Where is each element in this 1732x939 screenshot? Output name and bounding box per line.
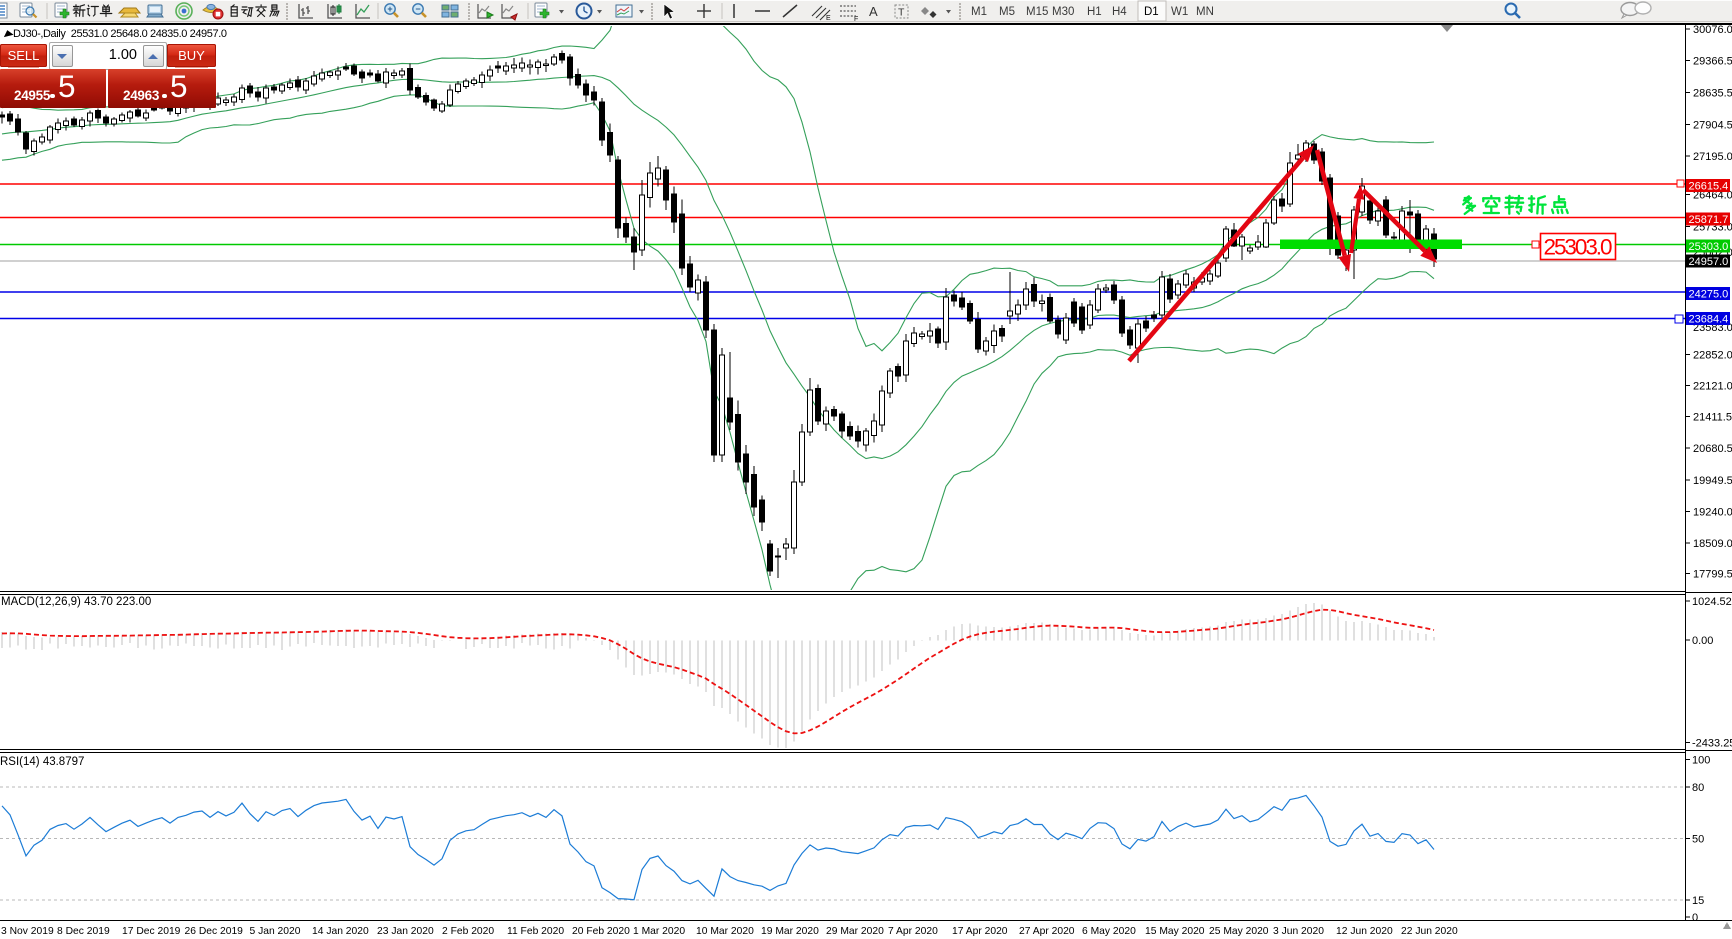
svg-text:W1: W1 xyxy=(1171,6,1188,18)
svg-text:23684.4: 23684.4 xyxy=(1689,314,1729,326)
svg-text:25 May 2020: 25 May 2020 xyxy=(1209,926,1269,937)
svg-text:MN: MN xyxy=(1196,6,1214,18)
svg-text:+: + xyxy=(387,4,392,14)
svg-text:25871.7: 25871.7 xyxy=(1689,214,1729,226)
svg-text:18509.0: 18509.0 xyxy=(1693,538,1732,550)
svg-text:26615.4: 26615.4 xyxy=(1689,181,1729,193)
svg-text:6 May 2020: 6 May 2020 xyxy=(1082,926,1136,937)
svg-text:H4: H4 xyxy=(1112,6,1127,18)
svg-text:29 Mar 2020: 29 Mar 2020 xyxy=(826,926,884,937)
svg-text:28635.5: 28635.5 xyxy=(1693,88,1732,100)
svg-text:8 Dec 2019: 8 Dec 2019 xyxy=(57,926,110,937)
svg-text:T: T xyxy=(898,7,905,19)
svg-text:11 Feb 2020: 11 Feb 2020 xyxy=(507,926,564,937)
svg-text:24275.0: 24275.0 xyxy=(1689,289,1729,301)
svg-text:25303.0: 25303.0 xyxy=(1689,241,1729,253)
svg-text:14 Jan 2020: 14 Jan 2020 xyxy=(312,926,369,937)
svg-text:0: 0 xyxy=(1692,912,1698,924)
svg-text:27904.5: 27904.5 xyxy=(1693,120,1732,132)
svg-text:12 Jun 2020: 12 Jun 2020 xyxy=(1336,926,1393,937)
svg-text:17 Apr 2020: 17 Apr 2020 xyxy=(952,926,1008,937)
svg-text:M30: M30 xyxy=(1052,6,1074,18)
svg-text:21411.5: 21411.5 xyxy=(1693,412,1732,424)
svg-text:26464.0: 26464.0 xyxy=(1693,190,1732,202)
svg-text:5 Jan 2020: 5 Jan 2020 xyxy=(250,926,301,937)
svg-text:M15: M15 xyxy=(1026,6,1048,18)
svg-text:M5: M5 xyxy=(999,6,1015,18)
svg-text:3 Nov 2019: 3 Nov 2019 xyxy=(1,926,54,937)
svg-text:17 Dec 2019: 17 Dec 2019 xyxy=(122,926,181,937)
svg-text:1 Mar 2020: 1 Mar 2020 xyxy=(633,926,685,937)
svg-text:50: 50 xyxy=(1692,834,1704,846)
svg-text:20 Feb 2020: 20 Feb 2020 xyxy=(572,926,630,937)
svg-text:22852.0: 22852.0 xyxy=(1693,350,1732,362)
svg-text:26 Dec 2019: 26 Dec 2019 xyxy=(185,926,244,937)
svg-text:19240.0: 19240.0 xyxy=(1693,507,1732,519)
svg-text:H1: H1 xyxy=(1087,6,1102,18)
svg-text:15: 15 xyxy=(1692,895,1704,907)
svg-text:−: − xyxy=(415,4,420,14)
svg-text:15 May 2020: 15 May 2020 xyxy=(1145,926,1205,937)
svg-text:0.00: 0.00 xyxy=(1692,635,1713,647)
svg-text:D1: D1 xyxy=(1144,6,1159,18)
svg-text:22121.0: 22121.0 xyxy=(1693,381,1732,393)
svg-text:1024.52: 1024.52 xyxy=(1692,596,1732,608)
svg-text:2 Feb 2020: 2 Feb 2020 xyxy=(442,926,494,937)
svg-text:27 Apr 2020: 27 Apr 2020 xyxy=(1019,926,1075,937)
svg-text:F: F xyxy=(854,16,858,23)
svg-text:17799.5: 17799.5 xyxy=(1693,569,1732,581)
svg-text:M1: M1 xyxy=(971,6,987,18)
svg-text:25303.0: 25303.0 xyxy=(1544,235,1613,260)
svg-text:10 Mar 2020: 10 Mar 2020 xyxy=(696,926,754,937)
svg-text:20680.5: 20680.5 xyxy=(1693,443,1732,455)
svg-text:24957.0: 24957.0 xyxy=(1689,256,1729,268)
svg-text:30076.0: 30076.0 xyxy=(1693,24,1732,36)
svg-text:19949.5: 19949.5 xyxy=(1693,475,1732,487)
svg-text:80: 80 xyxy=(1692,782,1704,794)
svg-text:22 Jun 2020: 22 Jun 2020 xyxy=(1401,926,1458,937)
svg-text:29366.5: 29366.5 xyxy=(1693,56,1732,68)
svg-text:RSI(14) 43.8797: RSI(14) 43.8797 xyxy=(0,756,84,768)
svg-text:7 Apr 2020: 7 Apr 2020 xyxy=(888,926,938,937)
svg-text:27195.0: 27195.0 xyxy=(1693,151,1732,163)
svg-text:MACD(12,26,9) 43.70 223.00: MACD(12,26,9) 43.70 223.00 xyxy=(1,596,151,608)
svg-text:19 Mar 2020: 19 Mar 2020 xyxy=(761,926,819,937)
svg-text:-2433.25: -2433.25 xyxy=(1692,738,1732,750)
svg-text:100: 100 xyxy=(1692,755,1710,767)
svg-text:E: E xyxy=(826,15,831,22)
svg-text:A: A xyxy=(869,4,878,19)
svg-text:3 Jun 2020: 3 Jun 2020 xyxy=(1273,926,1324,937)
svg-text:23 Jan 2020: 23 Jan 2020 xyxy=(377,926,434,937)
